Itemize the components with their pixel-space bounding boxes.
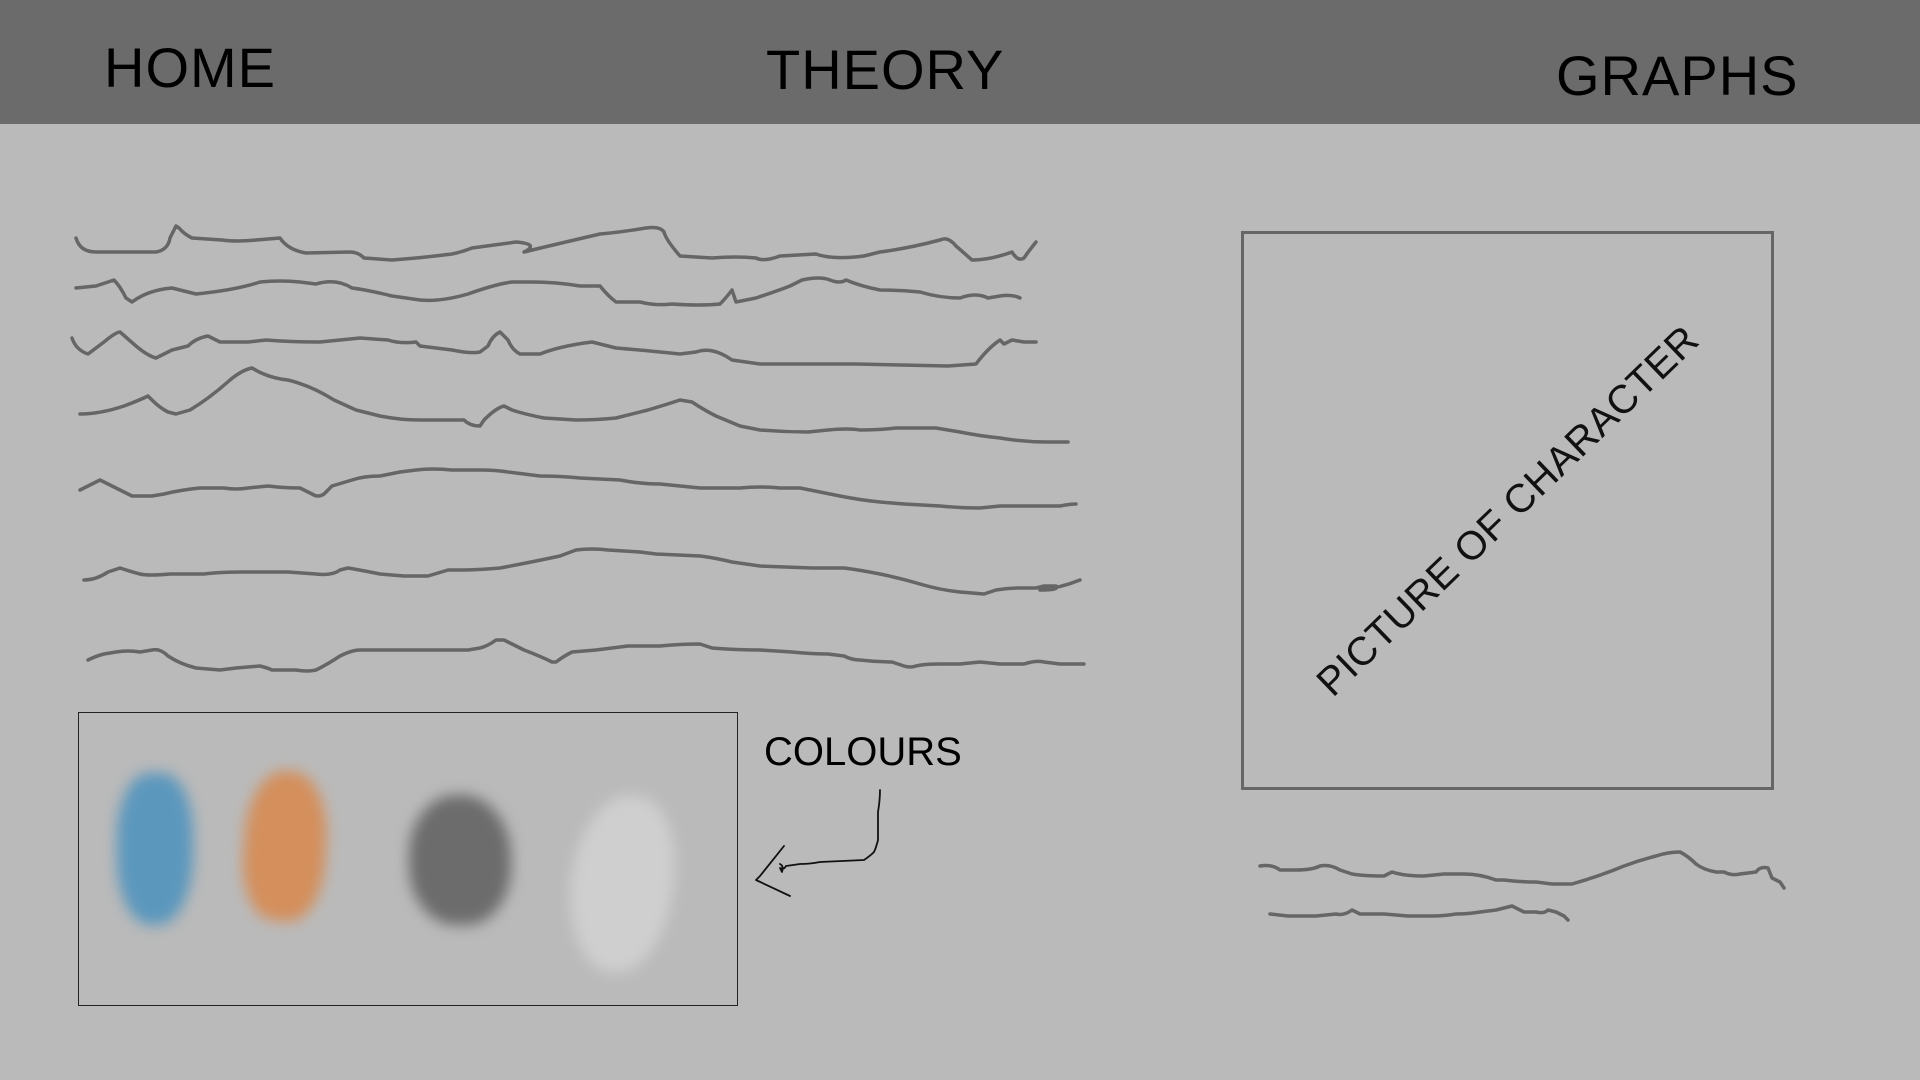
placeholder-text-line (70, 330, 1038, 368)
placeholder-text-line (1258, 850, 1786, 890)
colour-swatch-grey[interactable] (409, 795, 511, 925)
nav-link-theory[interactable]: THEORY (766, 38, 1005, 101)
colour-swatch-light-grey[interactable] (559, 788, 685, 980)
character-picture-frame: PICTURE OF CHARACTER (1241, 231, 1774, 790)
arrow-icon (755, 789, 881, 897)
picture-placeholder-caption: PICTURE OF CHARACTER (1307, 316, 1708, 705)
colour-swatch-blue[interactable] (117, 773, 193, 925)
placeholder-text-line (1268, 904, 1570, 922)
placeholder-text-line (74, 224, 1038, 262)
colour-swatch-orange[interactable] (238, 768, 332, 924)
nav-link-graphs[interactable]: GRAPHS (1556, 44, 1799, 107)
colours-label: COLOURS (764, 730, 962, 774)
top-navigation-bar: HOME THEORY GRAPHS (0, 0, 1920, 124)
colour-palette-box (78, 712, 738, 1006)
placeholder-text-line (74, 276, 1022, 307)
nav-link-home[interactable]: HOME (104, 36, 276, 99)
placeholder-text-line (78, 366, 1070, 444)
placeholder-text-line (86, 638, 1086, 673)
placeholder-text-line (78, 467, 1078, 510)
placeholder-text-line (82, 547, 1082, 596)
